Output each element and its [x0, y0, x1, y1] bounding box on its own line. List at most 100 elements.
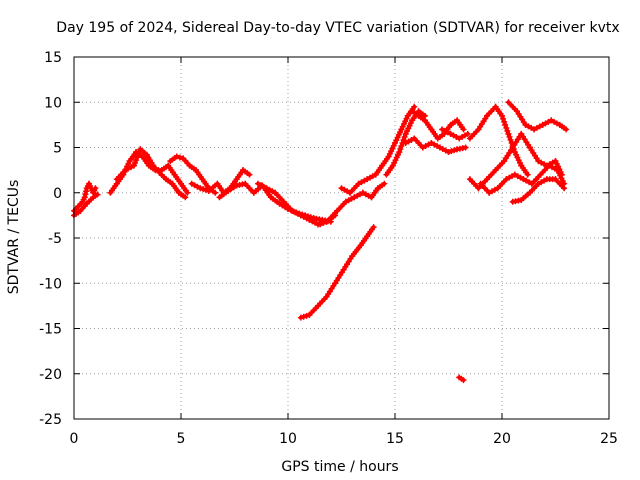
data-series-track-12: [297, 224, 377, 321]
data-point: [411, 103, 418, 110]
data-point: [388, 148, 395, 155]
data-point: [389, 145, 396, 152]
y-tick-label: 15: [44, 50, 62, 66]
data-point: [502, 121, 509, 128]
data-series-track-18: [466, 130, 565, 192]
data-series-track-14: [402, 135, 469, 156]
data-point: [559, 177, 566, 184]
data-point: [394, 134, 401, 141]
data-point: [402, 118, 409, 125]
data-point: [400, 120, 407, 127]
data-point: [406, 122, 413, 129]
data-point: [513, 151, 520, 158]
data-point: [460, 126, 467, 133]
data-point: [297, 314, 304, 321]
data-point: [397, 129, 404, 136]
data-point: [386, 150, 393, 157]
data-point: [398, 142, 405, 149]
data-point: [407, 120, 414, 127]
x-tick-label: 25: [600, 431, 618, 447]
data-point: [182, 194, 189, 201]
series-line: [440, 127, 470, 141]
data-point: [554, 167, 561, 174]
data-point: [500, 115, 507, 122]
data-series-track-19: [505, 99, 570, 133]
data-point: [505, 130, 512, 137]
data-point: [445, 149, 452, 156]
y-tick-label: 5: [53, 141, 62, 157]
ticks: 0 5 10 15 20 25 15 10 5 0 -5 -10 -15 -20 -25: [39, 50, 618, 447]
data-point: [395, 131, 402, 138]
y-tick-label: -10: [39, 276, 62, 292]
data-point: [448, 148, 455, 155]
data-series-track-11: [383, 108, 428, 178]
data-point: [399, 123, 406, 130]
y-tick-label: -20: [39, 367, 62, 383]
data-series-track-7: [216, 180, 334, 225]
data-point: [212, 189, 219, 196]
data-point: [403, 115, 410, 122]
data-point: [405, 125, 412, 132]
data-point: [385, 153, 392, 160]
data-series-track-4: [113, 146, 189, 201]
data-point: [506, 133, 513, 140]
data-series-track-21: [509, 176, 568, 205]
data-point: [514, 154, 521, 161]
data-point: [507, 136, 514, 143]
x-tick-label: 20: [493, 431, 511, 447]
data-point: [524, 171, 531, 178]
data-point: [401, 133, 408, 140]
data-point: [464, 130, 471, 137]
y-axis-label: SDTVAR / TECUs: [6, 180, 22, 295]
data-point: [176, 154, 183, 161]
data-point: [400, 136, 407, 143]
data-point: [184, 189, 191, 196]
data-point: [553, 160, 560, 167]
data-point: [516, 159, 523, 166]
data-point: [515, 157, 522, 164]
data-series-track-20: [477, 162, 568, 196]
data-point: [398, 126, 405, 133]
y-tick-label: -25: [39, 412, 62, 428]
x-tick-label: 10: [279, 431, 297, 447]
data-point: [197, 185, 204, 192]
data-point: [501, 118, 508, 125]
data-point: [392, 157, 399, 164]
data-series-track-9: [317, 180, 388, 228]
y-tick-label: -5: [48, 231, 62, 247]
data-point: [303, 312, 310, 319]
data-series-track-16: [456, 374, 467, 384]
data-point: [503, 124, 510, 131]
data-point: [397, 146, 404, 153]
x-tick-label: 0: [70, 431, 79, 447]
data-point: [82, 191, 89, 198]
data-point: [134, 154, 141, 161]
data-point: [504, 127, 511, 134]
data-series-track-5: [167, 153, 219, 196]
data-point: [393, 137, 400, 144]
data-point: [563, 126, 570, 133]
data-marks: [71, 99, 570, 384]
data-point: [511, 149, 518, 156]
data-point: [130, 162, 137, 169]
data-point: [393, 154, 400, 161]
y-tick-label: -15: [39, 322, 62, 338]
data-point: [81, 194, 88, 201]
data-point: [462, 144, 469, 151]
data-point: [200, 186, 207, 193]
data-point: [561, 185, 568, 192]
data-point: [135, 151, 142, 158]
data-series-track-2: [71, 191, 101, 219]
data-point: [92, 185, 99, 192]
data-point: [403, 128, 410, 135]
data-point: [558, 175, 565, 182]
y-tick-label: 10: [44, 95, 62, 111]
data-point: [557, 172, 564, 179]
data-point: [370, 224, 377, 231]
data-point: [173, 153, 180, 160]
data-point: [381, 180, 388, 187]
data-point: [460, 377, 467, 384]
data-point: [392, 139, 398, 146]
data-point: [246, 171, 253, 178]
data-point: [555, 169, 562, 176]
